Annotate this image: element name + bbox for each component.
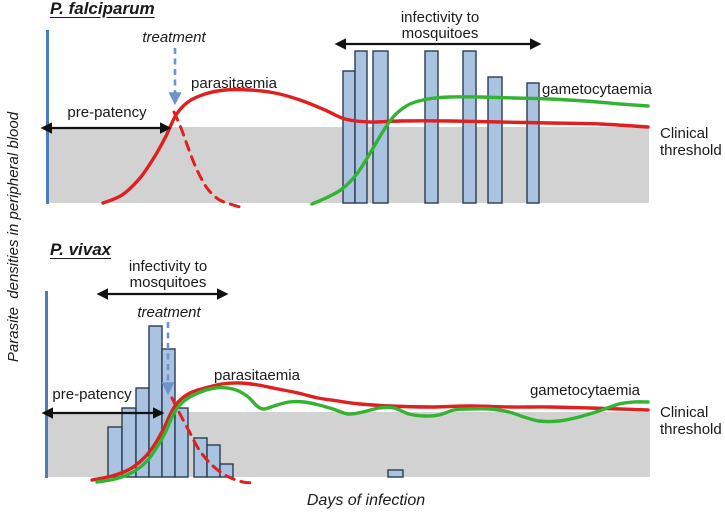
infectivity-label: infectivity to mosquitoes [401,10,479,42]
clinical-threshold-line2: threshold [660,142,722,159]
infectivity-bar [372,50,389,204]
y-axis-label: Parasite densities in peripheral blood [5,111,22,363]
parasitaemia-label: parasitaemia [214,367,300,384]
top-panel-title: P. falciparum [50,0,155,18]
bottom-panel-title: P. vivax [50,240,112,259]
pre-patency-label: pre-patency [52,386,132,403]
infectivity-label: infectivity to mosquitoes [129,259,207,291]
parasitaemia-curve [101,87,650,205]
clinical-threshold-label: Clinical threshold [660,404,722,438]
treatment-label: treatment [142,29,206,46]
parasitaemia-after-treatment-curve [170,396,255,485]
infectivity-bar [487,76,503,204]
infectivity-bar [424,50,439,204]
infectivity-bar [174,407,189,478]
infectivity-label-line2: mosquitoes [401,25,479,42]
parasitaemia-label: parasitaemia [191,75,277,92]
clinical-threshold-label: Clinical threshold [660,125,722,159]
infectivity-bar [107,426,123,478]
top-panel [40,30,650,209]
bottom-panel [41,288,650,485]
clinical-threshold-line1: Clinical [660,404,709,421]
infectivity-label-line2: mosquitoes [129,274,207,291]
parasitaemia-curve [90,381,650,482]
clinical-threshold-line2: threshold [660,421,722,438]
infectivity-bar [526,82,540,204]
infectivity-bars [342,50,540,204]
pre-patency-label: pre-patency [67,104,147,121]
x-axis-label: Days of infection [306,492,426,509]
infectivity-bar [354,50,368,204]
gametocytaemia-label: gametocytaemia [529,382,641,399]
clinical-threshold-line1: Clinical [660,125,709,142]
parasitaemia-after-treatment-curve [172,110,242,209]
infectivity-bar [462,50,477,204]
gametocytaemia-curve [310,95,650,206]
gametocytaemia-curve [95,385,650,484]
gametocytaemia-label: gametocytaemia [541,81,653,98]
infectivity-label-line1: infectivity to [400,9,480,26]
treatment-label: treatment [137,304,201,321]
infectivity-label-line1: infectivity to [128,258,208,275]
infectivity-bar [387,469,404,478]
